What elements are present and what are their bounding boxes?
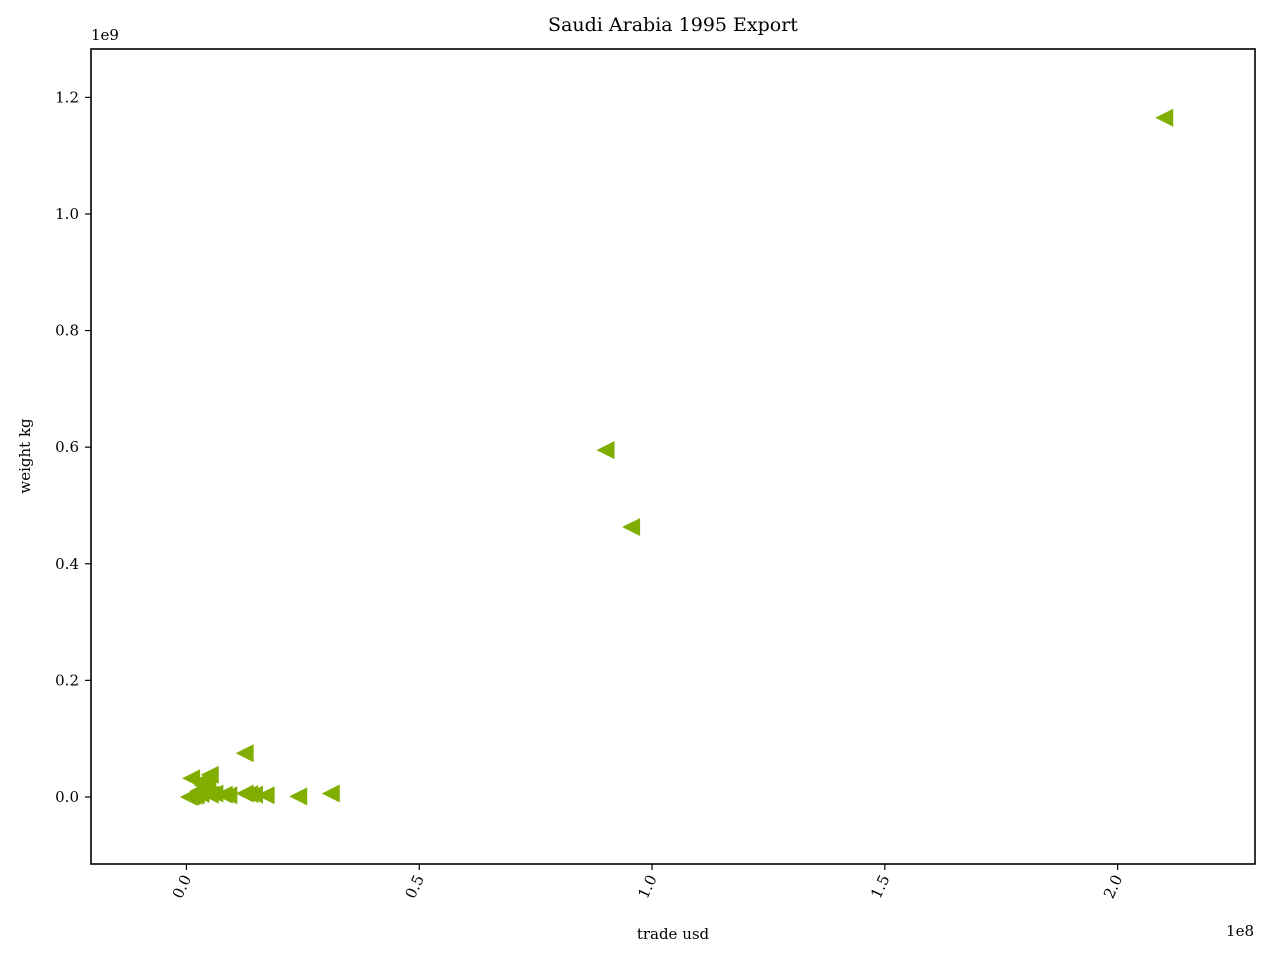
data-point bbox=[235, 744, 254, 763]
data-point bbox=[596, 441, 615, 460]
x-tick-label: 1.0 bbox=[634, 872, 660, 901]
x-tick-label: 1.5 bbox=[867, 872, 893, 901]
data-point bbox=[205, 784, 224, 803]
data-point bbox=[321, 784, 340, 803]
y-tick-label: 1.0 bbox=[55, 205, 79, 223]
y-tick-label: 0.8 bbox=[55, 322, 79, 340]
y-tick-label: 1.2 bbox=[55, 88, 79, 106]
x-tick-label: 0.0 bbox=[169, 872, 195, 901]
data-point bbox=[219, 786, 238, 805]
data-point bbox=[289, 787, 308, 806]
x-axis-offset-label: 1e8 bbox=[1226, 922, 1254, 940]
data-points bbox=[179, 108, 1174, 806]
x-tick-label: 2.0 bbox=[1100, 872, 1126, 901]
data-point bbox=[256, 786, 275, 805]
data-point bbox=[184, 786, 203, 805]
data-point bbox=[1155, 108, 1174, 127]
x-tick-label: 0.5 bbox=[401, 872, 427, 901]
plot-area-frame bbox=[90, 48, 1256, 865]
data-point bbox=[244, 785, 263, 804]
chart-title: Saudi Arabia 1995 Export bbox=[548, 14, 798, 36]
data-point bbox=[622, 518, 641, 537]
x-axis-label: trade usd bbox=[637, 925, 710, 943]
y-tick-label: 0.4 bbox=[55, 555, 79, 573]
y-tick-label: 0.6 bbox=[55, 438, 79, 456]
y-tick-label: 0.0 bbox=[55, 788, 79, 806]
y-axis-offset-label: 1e9 bbox=[91, 26, 119, 44]
y-tick-label: 0.2 bbox=[55, 671, 79, 689]
y-axis-label: weight kg bbox=[16, 418, 34, 494]
data-point bbox=[182, 769, 201, 788]
